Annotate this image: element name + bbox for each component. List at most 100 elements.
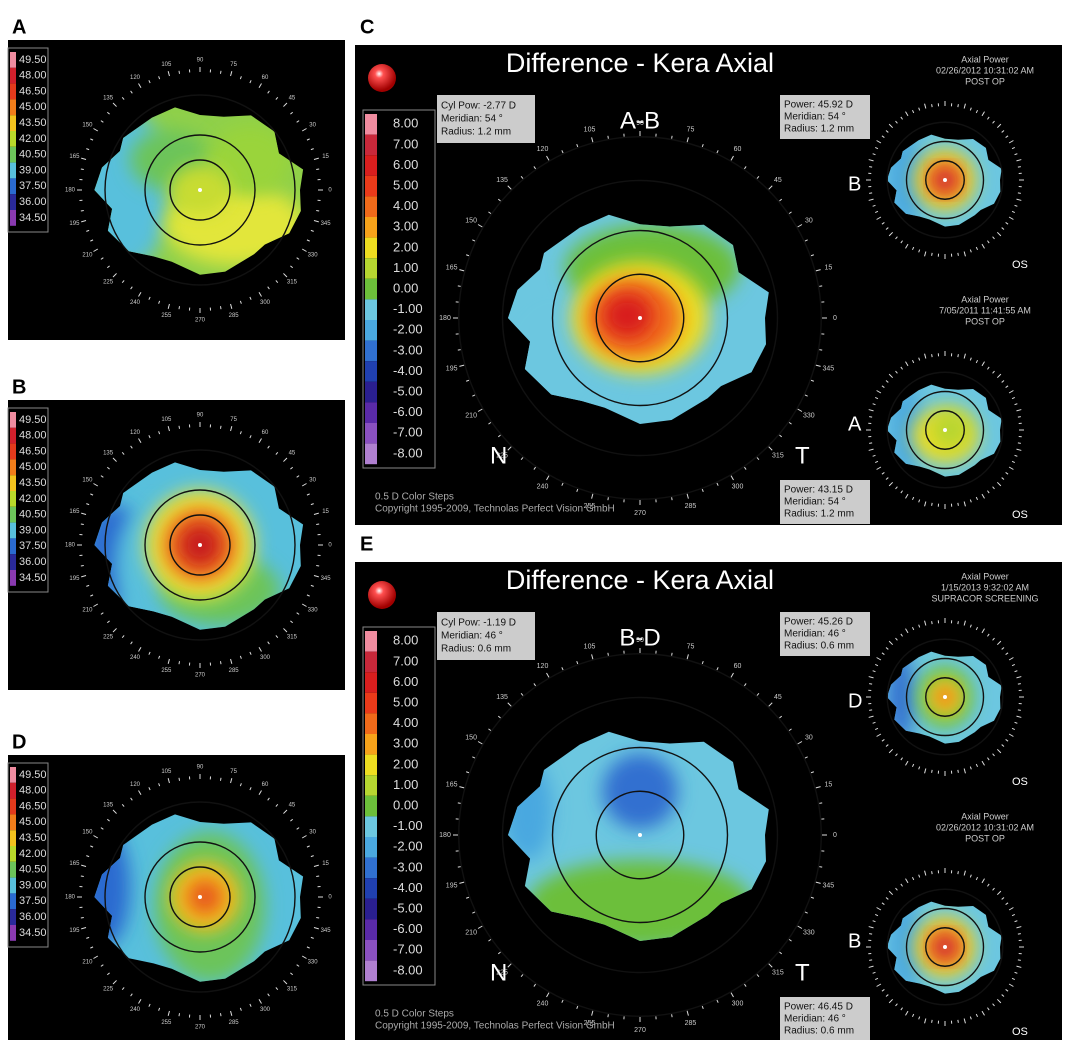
dial-tick [488,728,492,732]
dial-tick [918,874,921,878]
dial-tick [963,103,966,109]
footer-text: Copyright 1995-2009, Technolas Perfect V… [375,1021,615,1032]
dial-tick [912,763,915,767]
dial-tick [957,252,959,256]
dial-tick [457,802,461,804]
dial-tick [100,827,104,830]
dial-tick [1005,739,1009,742]
dial-tick [686,1010,689,1016]
dial-tick [267,90,270,94]
scale-label: 4.00 [393,198,418,213]
scale-label: 39.00 [19,879,47,891]
dial-tick [895,370,898,374]
scale-swatch [10,814,16,831]
dial-tick [90,239,94,242]
scale-label: 43.50 [19,117,47,129]
dial-tick [258,790,262,796]
scale-swatch [10,538,16,555]
dial-tick [875,460,879,463]
dial-tick [996,231,1002,237]
dial-tick [975,246,978,250]
map-header: 02/26/2012 10:31:02 AM [936,65,1034,75]
dial-label: 165 [69,861,80,867]
dial-label: 15 [824,781,832,788]
scale-swatch [365,361,377,382]
info-text: Cyl Pow: -1.19 D [441,618,516,629]
info-text: Meridian: 46 ° [784,629,846,640]
dial-label: 225 [103,635,114,641]
dial-tick [138,83,142,89]
dial-tick [797,224,803,228]
scale-swatch [10,67,16,84]
dial-tick [80,168,84,171]
scale-label: 42.00 [19,133,47,145]
dial-tick [975,627,978,631]
dial-tick [804,239,808,242]
scale-label: -5.00 [393,901,423,916]
dial-tick [1017,442,1021,444]
dial-tick [158,655,161,659]
dial-tick [497,715,501,719]
dial-tick [306,845,310,848]
dial-tick [819,866,823,868]
dial-tick [310,229,314,232]
dial-label: 150 [82,478,93,484]
map-header: Axial Power [961,811,1009,821]
dial-tick [1017,959,1021,961]
scale-label: 6.00 [393,157,418,172]
dial-tick [918,357,921,361]
dial-tick [868,159,874,162]
dial-label: 225 [103,280,114,286]
dial-tick [258,646,262,652]
map-header: POST OP [965,316,1005,326]
dial-tick [112,102,117,107]
dial-label: 0 [328,188,332,194]
dial-label: 60 [734,663,742,670]
scale-box [362,109,436,469]
scale-label: 8.00 [393,116,418,131]
dial-tick [310,855,314,858]
dial-label: 195 [446,882,458,889]
dial-tick [756,457,760,461]
dial-tick [249,296,252,300]
dial-tick [671,135,673,139]
dial-tick [804,756,808,759]
dial-tick [1008,983,1014,987]
color-zone [210,125,290,195]
scale-box [7,47,49,233]
dial-tick [804,911,808,914]
dial-tick [788,421,792,425]
map-label: A-B [620,107,660,134]
scale-swatch [365,299,377,320]
dial-tick [219,425,222,429]
scale-label: 49.50 [19,769,47,781]
dial-tick [607,497,609,501]
center-dot [638,316,642,320]
scale-label: 8.00 [393,633,418,648]
scale-swatch [365,795,377,817]
dial-tick [975,360,978,364]
scale-label: -1.00 [393,301,423,316]
dial-label: 0 [328,895,332,901]
dial-label: 45 [774,694,782,701]
dial-tick [130,286,133,290]
dial-label: 0 [833,315,837,322]
dial-tick [313,575,319,578]
dial-tick [810,379,815,382]
scale-label: -1.00 [393,818,423,833]
dial-label: 315 [772,970,784,977]
center-dot [943,178,947,182]
scale-label: -2.00 [393,839,423,854]
dial-tick [138,998,142,1004]
dial-tick [975,496,978,500]
scale-label: 5.00 [393,695,418,710]
dial-tick [912,360,915,364]
scale-swatch [365,258,377,279]
temporal-label: T [795,959,810,986]
dial-tick [310,148,314,151]
scale-swatch [365,857,377,879]
dial-tick [130,641,133,645]
dial-tick [975,763,978,767]
dial-label: 345 [823,882,835,889]
dial-label: 75 [230,769,237,775]
